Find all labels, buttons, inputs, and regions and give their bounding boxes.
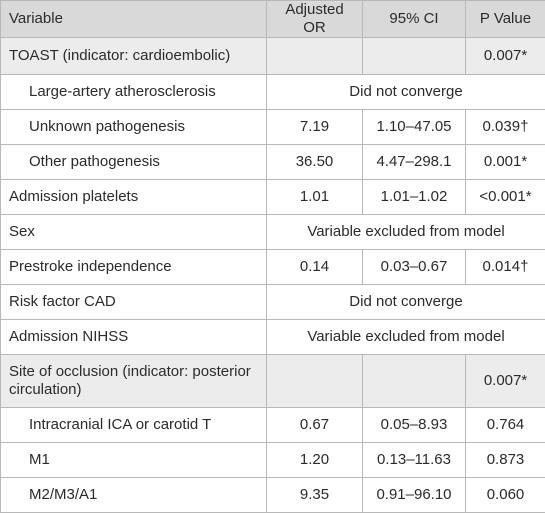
variable-cell: Prestroke independence	[1, 250, 267, 285]
or-cell	[267, 355, 363, 408]
table-row: Site of occlusion (indicator: posterior …	[1, 355, 545, 408]
ci-cell: 1.01–1.02	[363, 180, 466, 215]
ci-cell: 0.13–11.63	[363, 443, 466, 478]
variable-cell: TOAST (indicator: cardioembolic)	[1, 38, 267, 75]
ci-cell: 0.03–0.67	[363, 250, 466, 285]
merged-cell: Variable excluded from model	[267, 215, 545, 250]
variable-cell: M1	[1, 443, 267, 478]
ci-cell	[363, 355, 466, 408]
variable-cell: Site of occlusion (indicator: posterior …	[1, 355, 267, 408]
variable-cell: Large-artery atherosclerosis	[1, 75, 267, 110]
p-cell: 0.001*	[466, 145, 545, 180]
variable-cell: Risk factor CAD	[1, 285, 267, 320]
p-cell: 0.764	[466, 408, 545, 443]
ci-cell: 4.47–298.1	[363, 145, 466, 180]
or-cell: 36.50	[267, 145, 363, 180]
table-row: TOAST (indicator: cardioembolic) 0.007*	[1, 38, 545, 75]
variable-cell: Admission NIHSS	[1, 320, 267, 355]
ci-cell: 0.05–8.93	[363, 408, 466, 443]
merged-cell: Did not converge	[267, 75, 545, 110]
p-cell: 0.873	[466, 443, 545, 478]
header-cell: Variable	[1, 1, 267, 38]
ci-cell: 1.10–47.05	[363, 110, 466, 145]
or-cell: 0.14	[267, 250, 363, 285]
header-cell: 95% CI	[363, 1, 466, 38]
table-body: TOAST (indicator: cardioembolic)0.007*La…	[1, 38, 545, 513]
p-cell: 0.007*	[466, 38, 545, 75]
variable-cell: Admission platelets	[1, 180, 267, 215]
or-cell: 1.20	[267, 443, 363, 478]
p-cell: 0.060	[466, 478, 545, 513]
p-cell: 0.014†	[466, 250, 545, 285]
variable-cell: Sex	[1, 215, 267, 250]
or-cell: 7.19	[267, 110, 363, 145]
merged-cell: Variable excluded from model	[267, 320, 545, 355]
p-cell: 0.039†	[466, 110, 545, 145]
variable-cell: Unknown pathogenesis	[1, 110, 267, 145]
p-cell: 0.007*	[466, 355, 545, 408]
or-cell	[267, 38, 363, 75]
merged-cell: Did not converge	[267, 285, 545, 320]
p-cell: <0.001*	[466, 180, 545, 215]
header-cell: P Value	[466, 1, 545, 38]
header-cell: Adjusted OR	[267, 1, 363, 38]
or-cell: 0.67	[267, 408, 363, 443]
variable-cell: Intracranial ICA or carotid T	[1, 408, 267, 443]
variable-cell: Other pathogenesis	[1, 145, 267, 180]
or-cell: 1.01	[267, 180, 363, 215]
variable-cell: M2/M3/A1	[1, 478, 267, 513]
or-cell: 9.35	[267, 478, 363, 513]
ci-cell	[363, 38, 466, 75]
ci-cell: 0.91–96.10	[363, 478, 466, 513]
